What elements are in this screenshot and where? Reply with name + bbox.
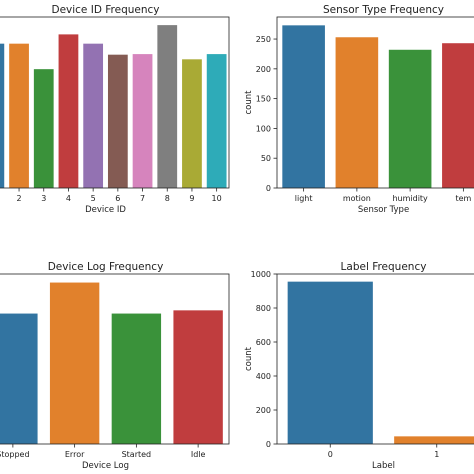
x-tick-label: 8 [165, 194, 170, 203]
y-axis-label: count [244, 346, 254, 371]
x-tick-label: Idle [191, 450, 206, 459]
bar-temperature [442, 43, 474, 188]
chart-title: Label Frequency [341, 261, 427, 273]
x-tick-label: light [295, 194, 313, 203]
bar-8 [157, 25, 178, 189]
bar-2 [9, 43, 29, 189]
y-tick-label: 1000 [251, 270, 271, 279]
plot-frame [0, 16, 230, 189]
chart-panel-4: 0 1 0 200 400 600 800 1000 Label Frequency Label c… [244, 261, 474, 471]
y-tick-label: 0 [266, 184, 271, 193]
x-tick-label: humidity [392, 194, 428, 203]
y-tick-label: 150 [256, 95, 271, 104]
x-tick-label: 10 [212, 194, 222, 203]
x-tick-label: 2 [17, 194, 22, 203]
x-axis-label: Device ID [85, 205, 126, 215]
plot-frame [0, 273, 230, 445]
x-tick-label: Stopped [0, 450, 30, 459]
y-tick-label: 200 [256, 406, 271, 415]
x-axis-label: Label [372, 461, 395, 471]
x-tick-label: 4 [66, 194, 71, 203]
x-tick-label: 6 [115, 194, 120, 203]
chart-panel-3: Stopped Error Started Idle Device Log Freque… [0, 261, 230, 471]
bar-9 [182, 59, 202, 189]
y-tick-label: 600 [256, 338, 271, 347]
y-tick-label: 400 [256, 372, 271, 381]
bar-light [282, 25, 325, 189]
x-tick-label: Started [122, 450, 152, 459]
bar-5 [83, 43, 104, 189]
bar-1 [0, 43, 5, 189]
bar-humidity [388, 49, 432, 188]
y-tick-label: 200 [256, 65, 271, 74]
bar-idle [173, 310, 223, 444]
y-tick-label: 250 [256, 35, 271, 44]
x-tick-label: 3 [41, 194, 46, 203]
bar-1 [394, 436, 474, 444]
bar-0 [287, 281, 373, 444]
bar-started [111, 313, 162, 444]
x-axis-label: Device Log [82, 461, 129, 471]
x-tick-label: 5 [91, 194, 96, 203]
plot-frame [276, 16, 474, 189]
chart-title: Device ID Frequency [51, 4, 159, 16]
bar-motion [335, 37, 379, 188]
bar-10 [206, 54, 227, 189]
bar-4 [58, 34, 79, 188]
chart-title: Sensor Type Frequency [323, 4, 444, 16]
bar-6 [107, 54, 128, 189]
bar-stopped [0, 313, 38, 444]
x-tick-label: tem [455, 194, 471, 203]
x-tick-label: Error [65, 450, 85, 459]
bar-3 [33, 69, 54, 188]
y-axis-label: count [244, 90, 254, 115]
y-tick-label: 800 [256, 304, 271, 313]
x-tick-label: 7 [140, 194, 145, 203]
x-tick-label: 1 [434, 450, 439, 459]
bar-7 [132, 54, 153, 189]
plot-frame [276, 273, 474, 445]
y-tick-label: 0 [266, 440, 271, 449]
chart-title: Device Log Frequency [48, 261, 164, 273]
x-tick-label: motion [343, 194, 371, 203]
chart-panel-2: light motion humidity tem 0 50 100 150 200 250 Sen… [244, 4, 474, 215]
y-tick-label: 100 [256, 124, 271, 133]
x-tick-label: 9 [189, 194, 194, 203]
y-tick-label: 50 [261, 154, 271, 163]
x-tick-label: 0 [328, 450, 333, 459]
x-axis-label: Sensor Type [358, 205, 409, 215]
bar-error [49, 282, 100, 444]
